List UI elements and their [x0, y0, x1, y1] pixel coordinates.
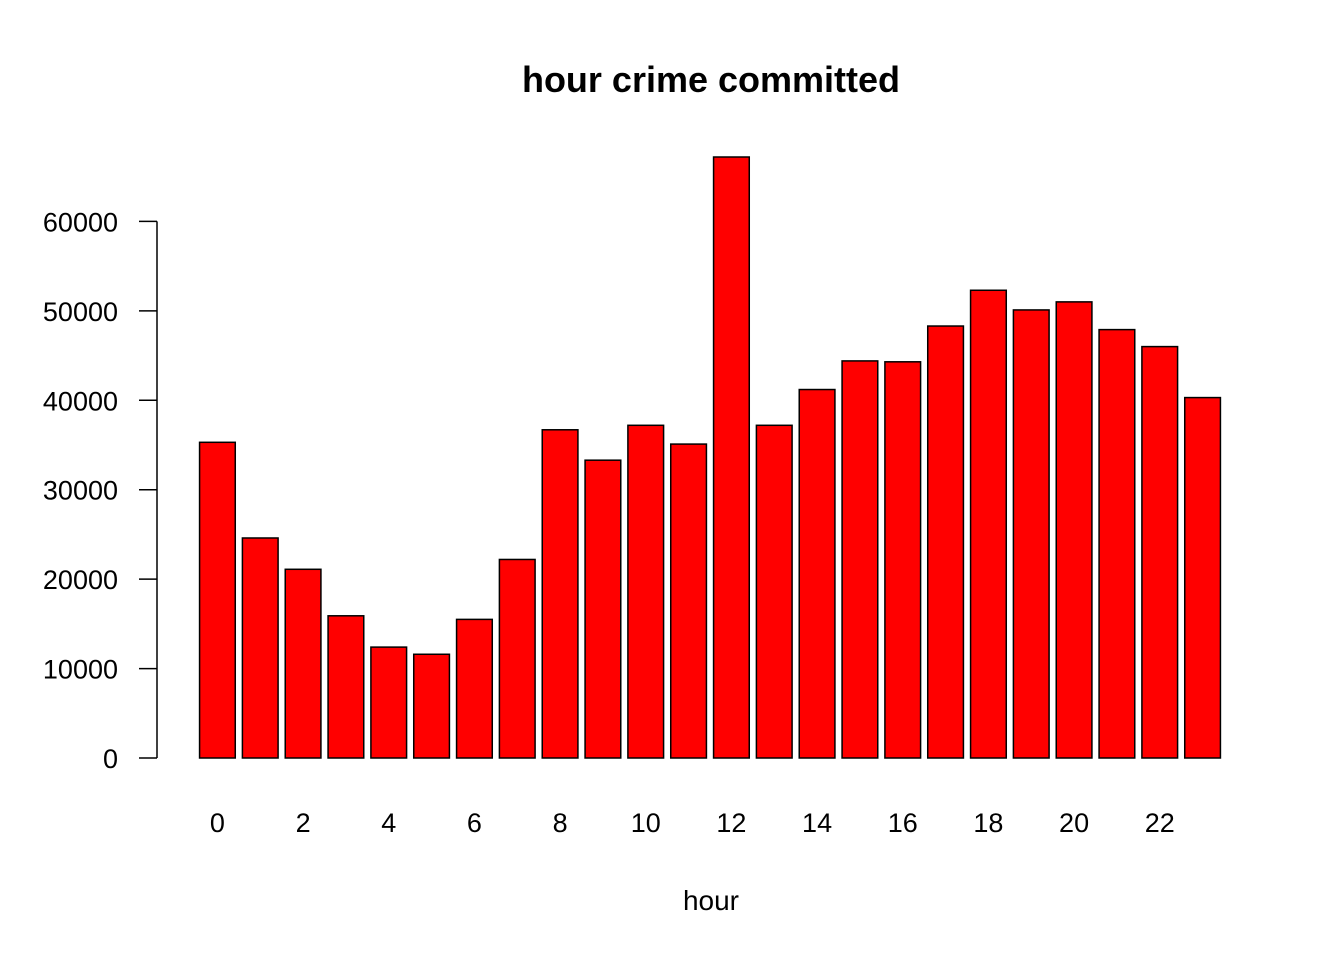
- y-tick-label: 50000: [43, 297, 118, 327]
- x-tick-label: 2: [296, 808, 311, 838]
- bar-hour-7: [498, 558, 536, 759]
- bar-hour-12: [712, 156, 751, 759]
- bar-hour-22: [1141, 345, 1179, 759]
- y-tick-label: 40000: [43, 386, 118, 416]
- x-tick-label: 16: [888, 808, 918, 838]
- x-tick-label: 6: [467, 808, 482, 838]
- y-tick-label: 30000: [43, 476, 118, 506]
- x-tick-label: 8: [553, 808, 568, 838]
- bar-hour-3: [327, 615, 365, 759]
- bar-hour-11: [669, 443, 708, 759]
- chart-title: hour crime committed: [522, 59, 900, 100]
- x-axis-tick-labels: 0 2 4 6 8 10 12 14 16 18 20 22: [210, 808, 1175, 838]
- bar-hour-15: [841, 360, 879, 759]
- bar-hour-23: [1183, 396, 1222, 759]
- bar-hour-0: [198, 441, 237, 759]
- x-tick-label: 10: [631, 808, 661, 838]
- bar-hour-9: [584, 459, 622, 759]
- bar-hour-16: [884, 361, 922, 759]
- bars-group: [198, 156, 1222, 759]
- x-tick-label: 20: [1059, 808, 1089, 838]
- x-tick-label: 4: [381, 808, 396, 838]
- x-tick-label: 22: [1145, 808, 1175, 838]
- y-tick-label: 10000: [43, 655, 118, 685]
- bar-hour-14: [798, 388, 836, 759]
- bar-hour-19: [1012, 309, 1050, 759]
- x-tick-label: 14: [802, 808, 832, 838]
- bar-hour-13: [755, 424, 793, 759]
- bar-hour-5: [412, 653, 451, 759]
- bar-hour-6: [455, 618, 494, 759]
- bar-hour-10: [627, 424, 665, 759]
- y-tick-label: 20000: [43, 565, 118, 595]
- x-tick-label: 0: [210, 808, 225, 838]
- bar-hour-1: [241, 537, 279, 759]
- x-axis-title: hour: [683, 885, 739, 916]
- x-tick-label: 18: [973, 808, 1003, 838]
- bar-hour-21: [1098, 328, 1136, 759]
- bar-hour-20: [1055, 301, 1093, 759]
- bar-hour-18: [969, 289, 1008, 759]
- bar-hour-2: [284, 568, 322, 759]
- bar-hour-8: [541, 429, 579, 759]
- bar-hour-4: [370, 646, 408, 759]
- bar-hour-17: [926, 325, 965, 759]
- y-axis: 0 10000 20000 30000 40000 50000 60000: [43, 207, 158, 774]
- x-tick-label: 12: [716, 808, 746, 838]
- y-tick-label: 0: [103, 744, 118, 774]
- y-tick-label: 60000: [43, 207, 118, 237]
